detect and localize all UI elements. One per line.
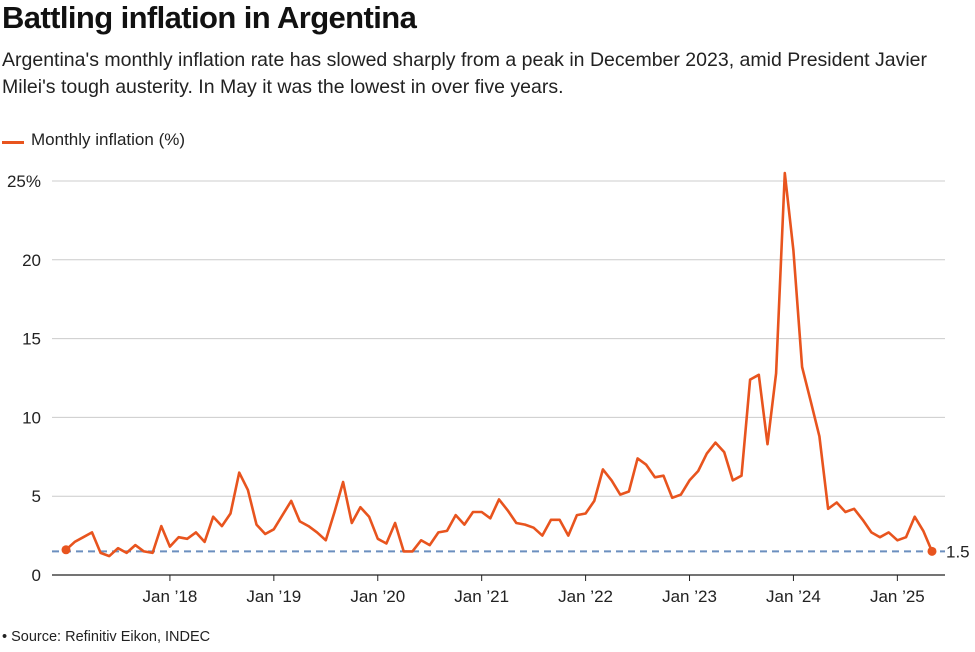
y-tick-label: 5 [32, 487, 41, 506]
x-tick-label: Jan ’22 [558, 587, 613, 606]
gridlines [52, 180, 945, 576]
x-tick-label: Jan ’25 [870, 587, 925, 606]
x-tick-label: Jan ’23 [662, 587, 717, 606]
x-axis-ticks: Jan ’18 Jan ’19 Jan ’20 Jan ’21 Jan ’22 Jan ’… [143, 575, 925, 606]
y-axis-ticks: 0 5 10 15 20 25% [7, 172, 41, 585]
x-tick-label: Jan ’20 [350, 587, 405, 606]
x-tick-label: Jan ’24 [766, 587, 821, 606]
y-tick-label: 25% [7, 172, 41, 191]
chart-title: Battling inflation in Argentina [2, 0, 417, 35]
y-tick-label: 0 [32, 566, 41, 585]
series-line-monthly-inflation [65, 171, 934, 558]
data-point [927, 546, 937, 556]
x-tick-label: Jan ’19 [246, 587, 301, 606]
data-point [61, 545, 71, 555]
chart-subtitle: Argentina's monthly inflation rate has s… [2, 49, 928, 98]
y-tick-label: 10 [22, 408, 41, 427]
reference-label: 1.5 [946, 542, 970, 561]
y-tick-label: 20 [22, 251, 41, 270]
data-points [61, 545, 937, 556]
source-note: • Source: Refinitiv Eikon, INDEC [2, 629, 211, 645]
legend: Monthly inflation (%) [2, 128, 185, 152]
legend-label: Monthly inflation (%) [31, 130, 186, 149]
x-tick-label: Jan ’18 [143, 587, 198, 606]
legend-swatch [2, 140, 24, 144]
y-tick-label: 15 [22, 330, 41, 349]
x-tick-label: Jan ’21 [454, 587, 509, 606]
